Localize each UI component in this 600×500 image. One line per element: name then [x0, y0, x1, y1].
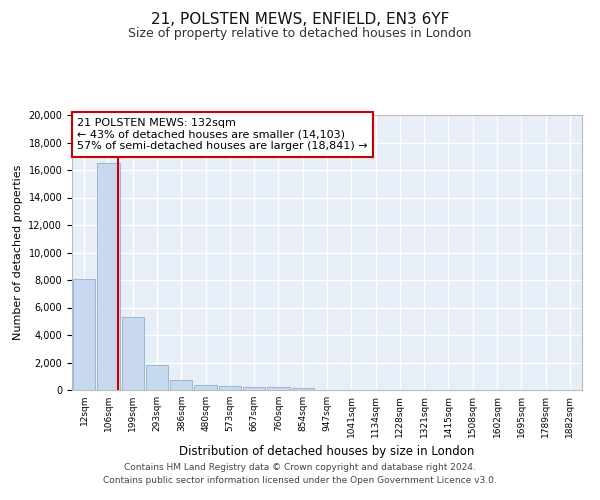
Y-axis label: Number of detached properties: Number of detached properties	[13, 165, 23, 340]
Bar	[97, 163, 119, 390]
Text: Contains public sector information licensed under the Open Government Licence v3: Contains public sector information licen…	[103, 476, 497, 485]
X-axis label: Distribution of detached houses by size in London: Distribution of detached houses by size …	[179, 446, 475, 458]
Text: 21, POLSTEN MEWS, ENFIELD, EN3 6YF: 21, POLSTEN MEWS, ENFIELD, EN3 6YF	[151, 12, 449, 28]
Text: Contains HM Land Registry data © Crown copyright and database right 2024.: Contains HM Land Registry data © Crown c…	[124, 464, 476, 472]
Bar	[218, 386, 241, 390]
Bar	[170, 380, 193, 390]
Bar	[292, 388, 314, 390]
Bar	[267, 388, 290, 390]
Text: 21 POLSTEN MEWS: 132sqm
← 43% of detached houses are smaller (14,103)
57% of sem: 21 POLSTEN MEWS: 132sqm ← 43% of detache…	[77, 118, 368, 151]
Bar	[243, 387, 265, 390]
Bar	[122, 317, 144, 390]
Bar	[194, 385, 217, 390]
Bar	[73, 278, 95, 390]
Text: Size of property relative to detached houses in London: Size of property relative to detached ho…	[128, 28, 472, 40]
Bar	[146, 364, 168, 390]
